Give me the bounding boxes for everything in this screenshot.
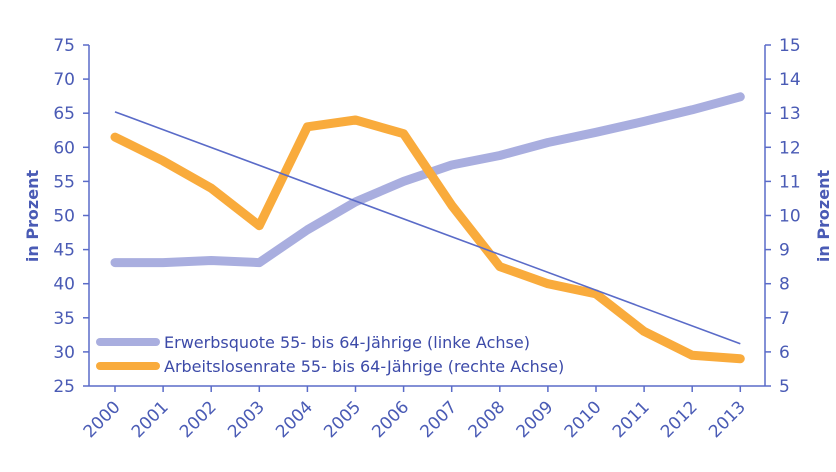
x-tick-label: 2004 [272,397,317,442]
series-erwerbsquote-line [110,92,745,268]
x-tick-label: 2000 [80,397,125,442]
x-tick-label: 2003 [224,397,269,442]
x-tick-label: 2010 [561,397,606,442]
right-tick-label: 13 [779,104,801,124]
right-tick-label: 5 [779,377,790,397]
left-tick-label: 25 [53,377,75,397]
x-tick-label: 2007 [417,397,462,442]
legend-label-arbeitslosenrate: Arbeitslosenrate 55- bis 64-Jährige (rec… [164,357,564,376]
left-tick-label: 45 [53,241,75,261]
x-tick-label: 2009 [513,397,558,442]
right-tick-label: 10 [779,207,801,227]
legend: Erwerbsquote 55- bis 64-Jährige (linke A… [96,333,564,376]
left-tick-label: 40 [53,275,75,295]
x-tick-label: 2012 [657,397,702,442]
x-tick-label: 2005 [320,397,365,442]
left-tick-label: 75 [53,36,75,56]
left-y-axis: 25 30 35 40 45 50 55 60 65 70 75 [53,36,90,397]
left-tick-label: 70 [53,70,75,90]
left-tick-label: 65 [53,104,75,124]
right-tick-label: 11 [779,172,801,192]
left-axis-title: in Prozent [23,170,42,263]
left-tick-label: 60 [53,138,75,158]
right-tick-label: 15 [779,36,801,56]
right-tick-label: 7 [779,309,790,329]
right-y-axis: 5 6 7 8 9 10 11 12 13 14 15 [764,36,801,397]
right-tick-label: 12 [779,138,801,158]
x-tick-label: 2006 [368,397,413,442]
right-axis-title: in Prozent [814,170,833,263]
left-tick-label: 35 [53,309,75,329]
x-tick-label: 2008 [465,397,510,442]
x-tick-label: 2011 [609,397,654,442]
x-tick-label: 2001 [128,397,173,442]
legend-label-erwerbsquote: Erwerbsquote 55- bis 64-Jährige (linke A… [164,333,530,352]
x-axis: 2000 2001 2002 2003 2004 2005 2006 2007 2008 2009… [80,385,765,442]
right-tick-label: 6 [779,343,790,363]
trendline [114,111,741,345]
left-tick-label: 50 [53,207,75,227]
right-tick-label: 9 [779,241,790,261]
right-tick-label: 8 [779,275,790,295]
series-lines [110,92,745,364]
left-tick-label: 30 [53,343,75,363]
series-arbeitslosenrate-line [110,115,745,364]
x-tick-label: 2013 [705,397,750,442]
x-tick-label: 2002 [176,397,221,442]
right-tick-label: 14 [779,70,801,90]
left-tick-label: 55 [53,172,75,192]
